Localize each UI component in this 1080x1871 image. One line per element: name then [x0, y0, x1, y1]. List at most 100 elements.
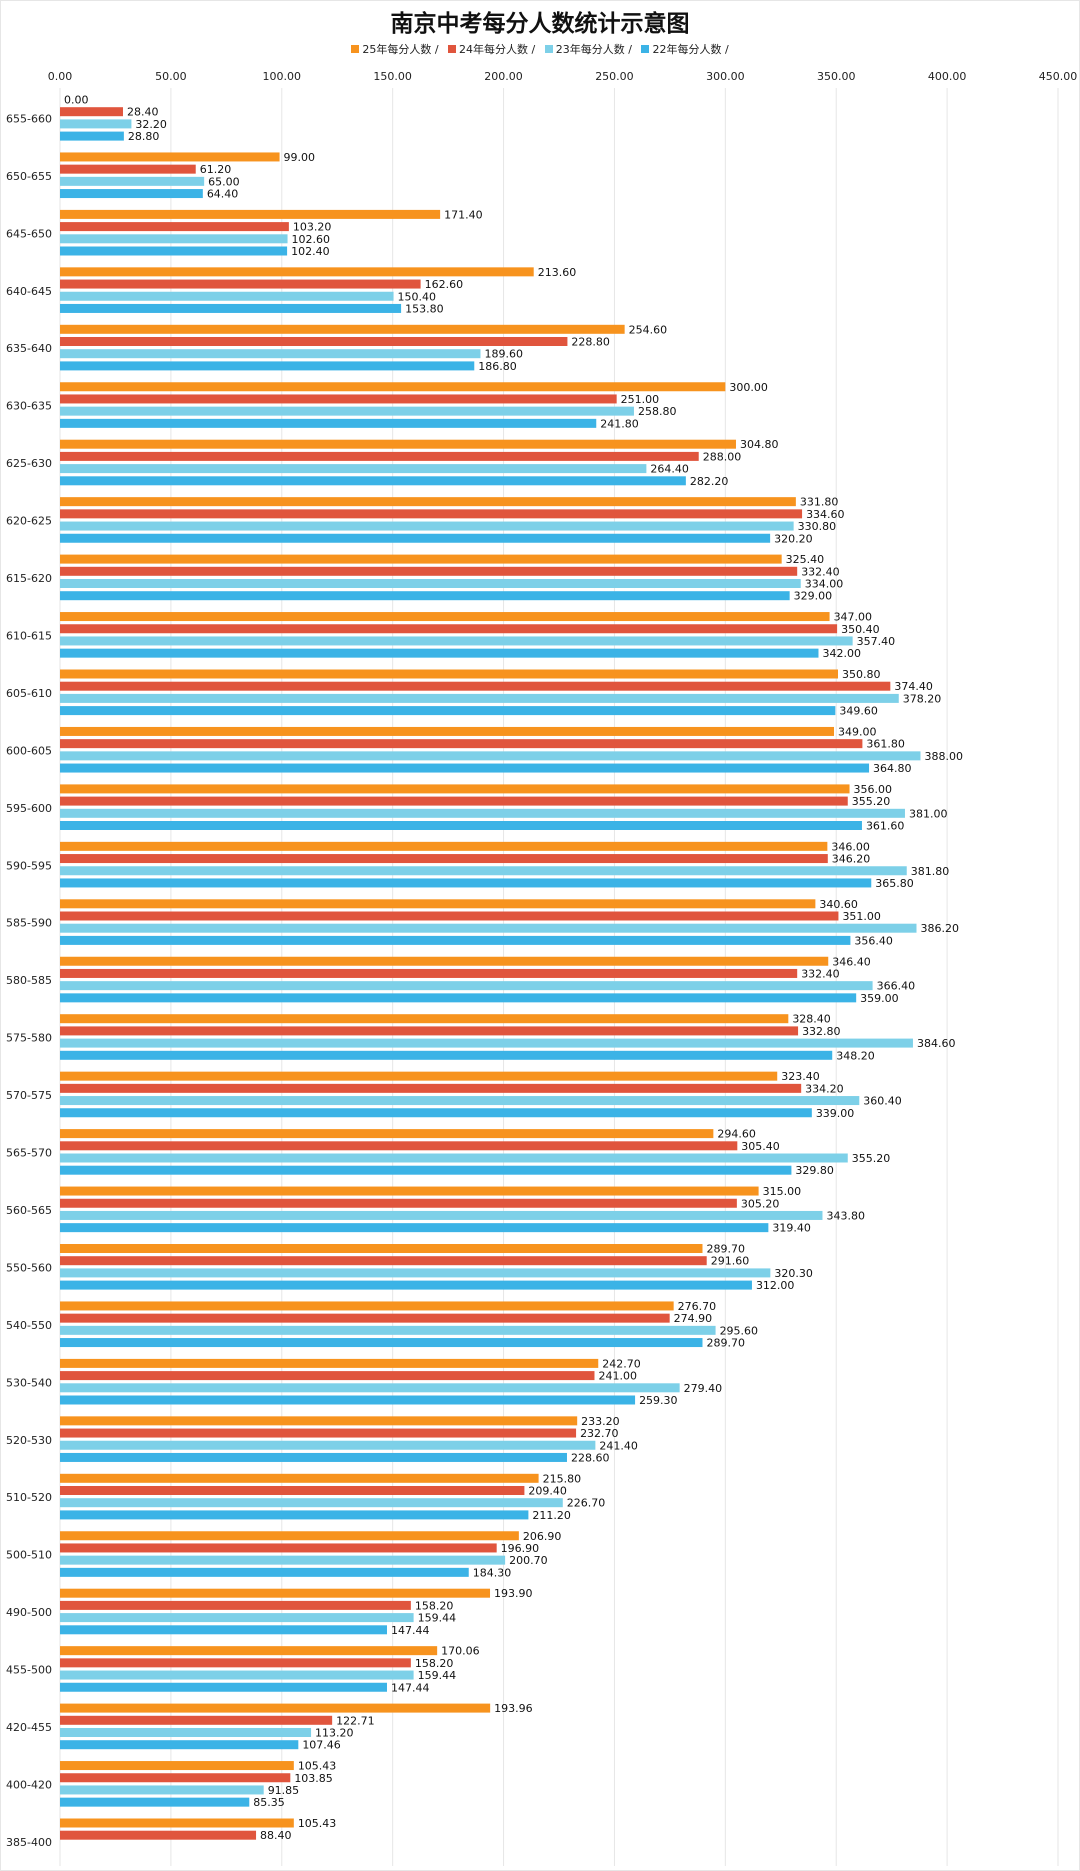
bar[interactable]	[60, 1740, 299, 1750]
bar[interactable]	[60, 1026, 799, 1036]
bar[interactable]	[60, 993, 857, 1003]
bar[interactable]	[60, 841, 828, 851]
bar[interactable]	[60, 554, 782, 564]
bar[interactable]	[60, 1096, 860, 1106]
bar[interactable]	[60, 726, 835, 736]
bar[interactable]	[60, 1761, 294, 1771]
bar[interactable]	[60, 439, 736, 449]
bar[interactable]	[60, 1531, 519, 1541]
bar[interactable]	[60, 1567, 469, 1577]
bar[interactable]	[60, 1383, 680, 1393]
bar[interactable]	[60, 1371, 595, 1381]
bar[interactable]	[60, 1728, 312, 1737]
bar[interactable]	[60, 981, 873, 991]
bar[interactable]	[60, 1510, 529, 1520]
bar[interactable]	[60, 1223, 769, 1233]
bar[interactable]	[60, 1313, 670, 1323]
bar[interactable]	[60, 1358, 599, 1368]
bar[interactable]	[60, 291, 394, 301]
bar[interactable]	[60, 808, 905, 818]
bar[interactable]	[60, 1452, 567, 1462]
bar[interactable]	[60, 222, 289, 232]
bar[interactable]	[60, 821, 862, 830]
bar[interactable]	[60, 131, 124, 141]
bar[interactable]	[60, 739, 863, 749]
bar[interactable]	[60, 1165, 792, 1175]
bar[interactable]	[60, 1543, 497, 1553]
bar[interactable]	[60, 854, 828, 864]
bar[interactable]	[60, 1050, 833, 1060]
bar[interactable]	[60, 624, 838, 634]
bar[interactable]	[60, 1600, 411, 1610]
bar[interactable]	[60, 956, 829, 966]
bar[interactable]	[60, 418, 597, 428]
bar[interactable]	[60, 566, 798, 576]
bar[interactable]	[60, 796, 848, 806]
bar[interactable]	[60, 1625, 387, 1635]
bar[interactable]	[60, 1244, 703, 1253]
bar[interactable]	[60, 612, 830, 622]
bar[interactable]	[60, 1613, 414, 1623]
bar[interactable]	[60, 1818, 294, 1828]
bar[interactable]	[60, 1325, 716, 1335]
bar[interactable]	[60, 164, 196, 174]
bar[interactable]	[60, 1670, 414, 1680]
bar[interactable]	[60, 1588, 491, 1598]
bar[interactable]	[60, 669, 838, 679]
bar[interactable]	[60, 267, 534, 277]
bar[interactable]	[60, 1440, 596, 1450]
bar[interactable]	[60, 1083, 802, 1093]
bar[interactable]	[60, 1186, 759, 1196]
bar[interactable]	[60, 279, 421, 289]
bar[interactable]	[60, 1338, 703, 1348]
bar[interactable]	[60, 1301, 674, 1311]
bar[interactable]	[60, 382, 726, 392]
bar[interactable]	[60, 451, 699, 461]
bar[interactable]	[60, 1395, 636, 1405]
bar[interactable]	[60, 751, 921, 761]
bar[interactable]	[60, 1038, 913, 1048]
bar[interactable]	[60, 935, 851, 945]
bar[interactable]	[60, 1703, 491, 1713]
bar[interactable]	[60, 509, 803, 519]
bar[interactable]	[60, 1658, 411, 1668]
bar[interactable]	[60, 1153, 848, 1163]
bar[interactable]	[60, 784, 850, 794]
bar[interactable]	[60, 1830, 257, 1840]
bar[interactable]	[60, 246, 288, 256]
bar[interactable]	[60, 189, 203, 199]
bar[interactable]	[60, 648, 819, 658]
bar[interactable]	[60, 303, 402, 313]
bar[interactable]	[60, 464, 647, 474]
bar[interactable]	[60, 899, 816, 909]
bar[interactable]	[60, 706, 836, 716]
legend-item-22[interactable]: 22年每分人数 /	[641, 41, 729, 57]
bar[interactable]	[60, 533, 771, 543]
bar[interactable]	[60, 394, 617, 404]
bar[interactable]	[60, 878, 872, 888]
bar[interactable]	[60, 1416, 578, 1426]
bar[interactable]	[60, 476, 686, 486]
bar[interactable]	[60, 968, 798, 978]
bar[interactable]	[60, 337, 568, 346]
bar[interactable]	[60, 1071, 778, 1081]
legend-item-25[interactable]: 25年每分人数 /	[351, 41, 439, 57]
bar[interactable]	[60, 1773, 291, 1783]
bar[interactable]	[60, 1108, 812, 1118]
bar[interactable]	[60, 1486, 525, 1495]
bar[interactable]	[60, 866, 907, 876]
bar[interactable]	[60, 1280, 752, 1290]
bar[interactable]	[60, 324, 625, 334]
bar[interactable]	[60, 349, 481, 359]
bar[interactable]	[60, 1256, 707, 1266]
bar[interactable]	[60, 636, 853, 646]
bar[interactable]	[60, 406, 634, 416]
legend-item-24[interactable]: 24年每分人数 /	[448, 41, 535, 57]
bar[interactable]	[60, 107, 123, 117]
bar[interactable]	[60, 579, 801, 588]
bar[interactable]	[60, 176, 205, 186]
bar[interactable]	[60, 1210, 823, 1220]
bar[interactable]	[60, 1428, 577, 1438]
bar[interactable]	[60, 591, 790, 601]
bar[interactable]	[60, 119, 132, 129]
